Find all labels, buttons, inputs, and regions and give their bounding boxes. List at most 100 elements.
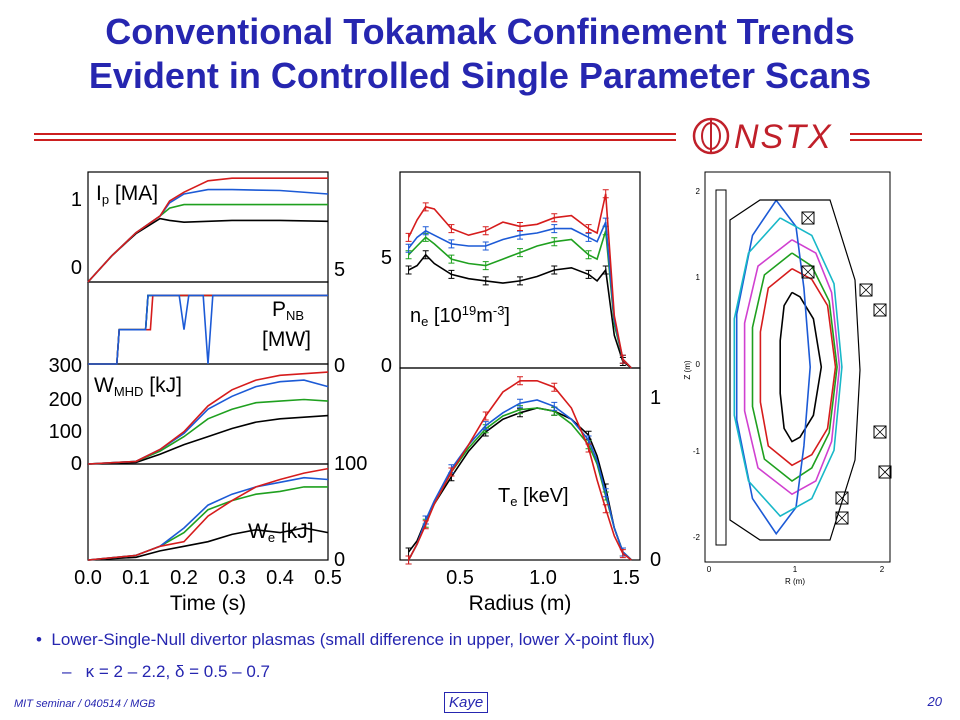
pf-coil <box>835 491 849 505</box>
eq-ytick: 1 <box>696 273 701 282</box>
te-errorbar <box>585 443 592 453</box>
ne-series-2 <box>407 221 632 369</box>
eq-ytick: -1 <box>693 447 701 456</box>
wmhd-panel-frame <box>87 363 329 465</box>
pf-coil-mark <box>859 283 873 297</box>
ne-errorbar <box>517 248 523 258</box>
ne-errorbar <box>482 226 489 236</box>
pf-coil <box>859 283 873 297</box>
ne-errorbar <box>405 265 412 275</box>
ne-series-0 <box>408 253 632 369</box>
eq-ytick: -2 <box>693 533 701 542</box>
te-errorbar <box>422 520 429 530</box>
pf-coil <box>878 465 892 479</box>
ne-ytick-5: 5 <box>381 247 392 269</box>
eq-ytick: 0 <box>696 360 701 369</box>
ip-series-3 <box>87 177 328 283</box>
te-errorbar <box>551 401 558 411</box>
we-series-0 <box>87 527 329 561</box>
ne-errorbar <box>448 224 455 234</box>
te-errorbar <box>482 411 489 421</box>
ne-errorbar <box>585 232 592 242</box>
pf-coil-mark <box>878 465 892 479</box>
ne-errorbar <box>585 269 592 279</box>
time-xtick: 0.2 <box>170 567 198 589</box>
ne-errorbar <box>551 237 558 247</box>
pnb-unit-label: [MW] <box>262 328 311 351</box>
pf-coil-mark <box>873 425 887 439</box>
radius-xtick: 0.5 <box>446 567 474 589</box>
subbullet-item: – κ = 2 – 2.2, δ = 0.5 – 0.7 <box>62 662 270 682</box>
ne-label: ne [1019m-3] <box>410 303 510 329</box>
we-ytick-0: 0 <box>334 549 345 571</box>
we-panel-frame <box>87 463 329 561</box>
we-series-2 <box>87 476 329 561</box>
ne-series-3 <box>407 193 632 369</box>
wmhd-ytick-200: 200 <box>49 389 82 411</box>
ne-errorbar <box>585 250 592 260</box>
figure-panels: Ip [MA] PNB [MW] WMHD [kJ] We [kJ] ne [1… <box>49 171 892 615</box>
te-label: Te [keV] <box>498 485 569 509</box>
header-rule-right-top <box>850 133 922 135</box>
ip-series-0 <box>87 217 329 283</box>
te-errorbar <box>517 376 523 386</box>
eq-xlabel: R (m) <box>785 577 805 586</box>
wmhd-ytick-0: 0 <box>71 453 82 475</box>
time-xtick: 0.3 <box>218 567 246 589</box>
time-xtick: 0.5 <box>314 567 342 589</box>
time-xtick: 0.4 <box>266 567 294 589</box>
equilibrium-series-3 <box>743 239 841 496</box>
slide-title-line1: Conventional Tokamak Confinement Trends <box>105 11 855 52</box>
wmhd-series-0 <box>87 414 329 465</box>
ne-errorbar <box>551 213 558 223</box>
ne-ytick-0: 0 <box>381 355 392 377</box>
ne-errorbar <box>482 276 489 286</box>
ne-errorbar <box>422 250 429 260</box>
wmhd-series-3 <box>87 371 329 465</box>
ip-ytick-1: 1 <box>71 189 82 211</box>
wmhd-label: WMHD [kJ] <box>94 374 182 399</box>
ne-errorbar <box>448 254 455 264</box>
we-label: We [kJ] <box>248 520 314 545</box>
pf-coil-mark <box>835 491 849 505</box>
time-xtick: 0.1 <box>122 567 150 589</box>
pf-coil-mark <box>801 265 815 279</box>
subbullet-text: κ = 2 – 2.2, δ = 0.5 – 0.7 <box>85 662 270 681</box>
ne-errorbar <box>602 189 609 199</box>
ne-errorbar <box>448 269 455 279</box>
wmhd-ytick-100: 100 <box>49 421 82 443</box>
footer-citation: MIT seminar / 040514 / MGB <box>14 698 156 710</box>
author-box: Kaye <box>444 692 489 713</box>
ne-errorbar <box>517 276 523 286</box>
ne-errorbar <box>551 265 558 275</box>
series-layer <box>87 177 892 565</box>
bullet-item: • Lower-Single-Null divertor plasmas (sm… <box>36 630 655 650</box>
pf-coil <box>873 303 887 317</box>
equilibrium-panel <box>704 171 891 563</box>
eq-xtick: 0 <box>707 565 712 574</box>
ne-errorbar <box>619 354 626 364</box>
bullet-symbol: • <box>36 630 42 649</box>
we-series-3 <box>87 467 329 561</box>
ne-errorbar <box>585 224 592 234</box>
equilibrium-series-0 <box>779 291 823 443</box>
ne-errorbar <box>482 241 489 251</box>
te-errorbar <box>619 549 626 559</box>
pnb-ytick-5: 5 <box>334 259 345 281</box>
time-xtick: 0.0 <box>74 567 102 589</box>
ne-errorbar <box>422 202 429 212</box>
te-errorbar <box>602 488 609 498</box>
te-panel-frame <box>399 367 641 561</box>
page-number: 20 <box>927 694 942 709</box>
equilibrium-series-4 <box>735 199 812 536</box>
pf-coil <box>801 211 815 225</box>
ne-errorbar <box>602 265 609 275</box>
eq-ylabel: Z (m) <box>683 360 692 379</box>
ne-errorbar <box>517 221 523 231</box>
ne-errorbar <box>405 243 412 253</box>
eq-xtick: 2 <box>880 565 885 574</box>
ne-errorbar <box>551 224 558 234</box>
vessel-wall <box>729 199 861 541</box>
equilibrium-frame <box>704 171 891 563</box>
pf-coil <box>801 265 815 279</box>
